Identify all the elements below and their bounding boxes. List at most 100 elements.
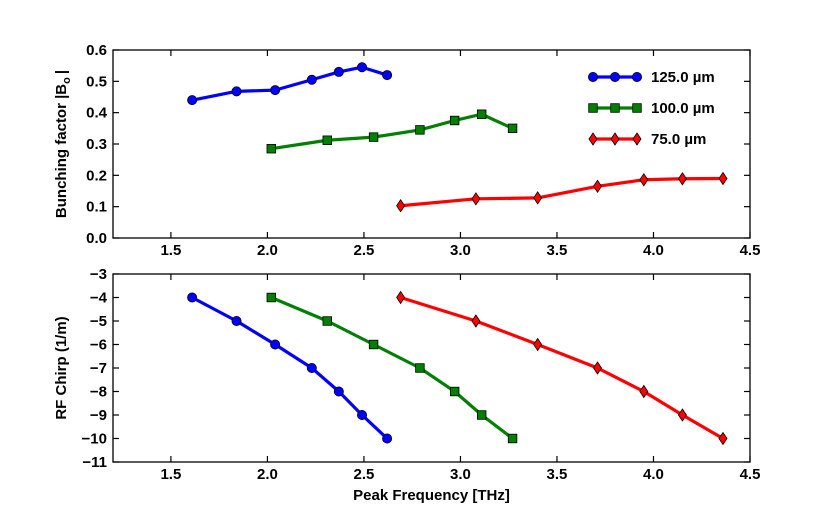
top-series-1-point-2	[368, 132, 379, 142]
top-ytick-label: 0.4	[86, 105, 108, 122]
bottom-ytick-label: −11	[82, 454, 107, 471]
bottom-series-0-point-4	[333, 386, 344, 397]
top-series-0-point-5	[357, 62, 368, 73]
bottom-xtick-label: 3.5	[547, 466, 568, 483]
top-series-1-point-4	[449, 115, 460, 126]
bottom-y-axis-label-main: RF Chirp (1/m)	[53, 316, 70, 419]
top-ytick-label: 0.2	[86, 167, 107, 184]
bottom-y-axis-label: RF Chirp (1/m)	[53, 316, 70, 419]
top-xtick-label: 1.5	[160, 242, 181, 259]
legend-marker-0-0	[588, 72, 599, 83]
top-series-0-point-6	[382, 70, 393, 81]
bottom-series-0-point-5	[357, 409, 368, 420]
legend-label-1: 100.0 µm	[651, 100, 715, 117]
bottom-xtick-label: 4.5	[740, 466, 761, 483]
bottom-series-1-point-4	[449, 386, 460, 397]
top-series-0-point-4	[333, 66, 344, 77]
top-xtick-label: 4.0	[643, 242, 664, 259]
bottom-xtick-label: 2.5	[354, 466, 375, 483]
legend-label-0: 125.0 µm	[651, 69, 715, 86]
top-series-line-1	[271, 112, 514, 151]
bottom-series-0-point-0	[187, 292, 198, 303]
top-ytick-label: 0.6	[86, 42, 107, 59]
legend-marker-2-2	[632, 132, 642, 146]
top-xtick-label: 3.5	[547, 242, 568, 259]
bottom-series-2-point-4	[639, 384, 649, 399]
bottom-series-2-point-1	[471, 314, 481, 328]
top-y-axis-label-sub: o	[61, 77, 73, 84]
top-ytick-label: 0.3	[86, 136, 107, 153]
top-y-axis-label-main: Bunching factor |B	[53, 84, 70, 218]
bottom-series-1-point-6	[507, 433, 518, 444]
bottom-plot-frame	[112, 273, 751, 463]
top-series-2-point-1	[471, 192, 481, 206]
bottom-xtick-label: 4.0	[643, 466, 664, 483]
bottom-series-2-point-0	[396, 290, 406, 305]
legend-marker-2-1	[610, 132, 620, 146]
top-y-axis-label-suffix: |	[53, 70, 70, 74]
legend-label-2: 75.0 µm	[651, 131, 706, 148]
bottom-series-2-point-5	[677, 408, 687, 422]
bottom-series-2-point-3	[593, 361, 602, 375]
top-xtick-label: 4.5	[740, 242, 761, 259]
bottom-series-1-point-0	[266, 292, 276, 303]
top-series-2-point-4	[639, 172, 649, 187]
rf-chirp-plot: 1.5 2.0 2.5 3.0 3.5 4.0 4.5 −11 −10 −9 −8 −7 −6 −5 −4 −…	[53, 266, 760, 504]
top-series-0-point-0	[187, 95, 198, 106]
top-series-1-point-1	[322, 135, 332, 145]
bottom-series-1-point-2	[368, 339, 379, 350]
top-series-1-point-6	[507, 123, 518, 134]
bottom-x-axis-label: Peak Frequency [THz]	[353, 487, 510, 504]
bottom-ytick-label: −6	[90, 337, 107, 354]
bottom-series-1-point-5	[476, 410, 487, 420]
bottom-ytick-label: −4	[90, 290, 108, 307]
bottom-series-1-point-1	[322, 316, 332, 326]
bottom-xtick-label: 2.0	[257, 466, 278, 483]
top-series-2-point-6	[718, 171, 728, 186]
top-series-2-point-2	[533, 191, 543, 205]
top-series-2-point-0	[396, 199, 406, 213]
top-series-0-point-2	[270, 85, 281, 96]
top-xtick-label: 2.5	[354, 242, 375, 259]
bunching-factor-plot: 1.5 2.0 2.5 3.0 3.5 4.0 4.5 0.0 0.1 0.2 0.3 0.4 0.5 0…	[53, 42, 760, 259]
bottom-series-2-point-2	[533, 337, 543, 352]
top-series-2-point-3	[593, 179, 602, 194]
bottom-series-0-point-1	[231, 315, 242, 326]
top-y-axis-label: Bunching factor |Bo |	[53, 70, 73, 218]
bottom-series-0-point-3	[306, 362, 317, 373]
bottom-ytick-label: −3	[90, 266, 107, 283]
top-ytick-label: 0.0	[86, 230, 107, 247]
bottom-ytick-label: −10	[82, 431, 107, 448]
legend-marker-1-1	[610, 103, 620, 113]
top-series-1-point-3	[415, 125, 425, 135]
top-series-1-point-5	[476, 109, 487, 119]
top-series-0-point-1	[231, 86, 242, 97]
legend-marker-1-2	[632, 103, 642, 113]
bottom-xtick-label: 1.5	[160, 466, 181, 483]
top-xtick-label: 3.0	[450, 242, 471, 259]
top-series-0-point-3	[306, 74, 317, 85]
top-ytick-label: 0.5	[86, 73, 107, 90]
top-ytick-label: 0.1	[86, 199, 107, 216]
bottom-xtick-label: 3.0	[450, 466, 471, 483]
bottom-series-line-2	[400, 295, 724, 440]
legend: 125.0 µm 100.0 µm 75.0 µm	[588, 69, 715, 148]
top-series-2-point-5	[677, 172, 687, 186]
bottom-series-0-point-6	[382, 433, 393, 444]
bottom-series-0-point-2	[270, 339, 281, 350]
top-series-line-0	[191, 65, 388, 102]
top-series-1-point-0	[266, 143, 276, 154]
bottom-ytick-label: −9	[90, 407, 107, 424]
legend-marker-2-0	[588, 132, 598, 146]
legend-marker-1-0	[588, 103, 598, 113]
bottom-ytick-label: −5	[90, 313, 107, 330]
bottom-series-1-point-3	[415, 363, 425, 373]
legend-marker-0-2	[632, 72, 643, 83]
top-series-line-2	[400, 176, 723, 208]
bottom-series-2-point-6	[718, 431, 728, 446]
legend-marker-0-1	[610, 72, 621, 83]
bottom-ytick-label: −8	[90, 384, 107, 401]
top-xtick-label: 2.0	[257, 242, 278, 259]
bottom-ytick-label: −7	[90, 360, 107, 377]
